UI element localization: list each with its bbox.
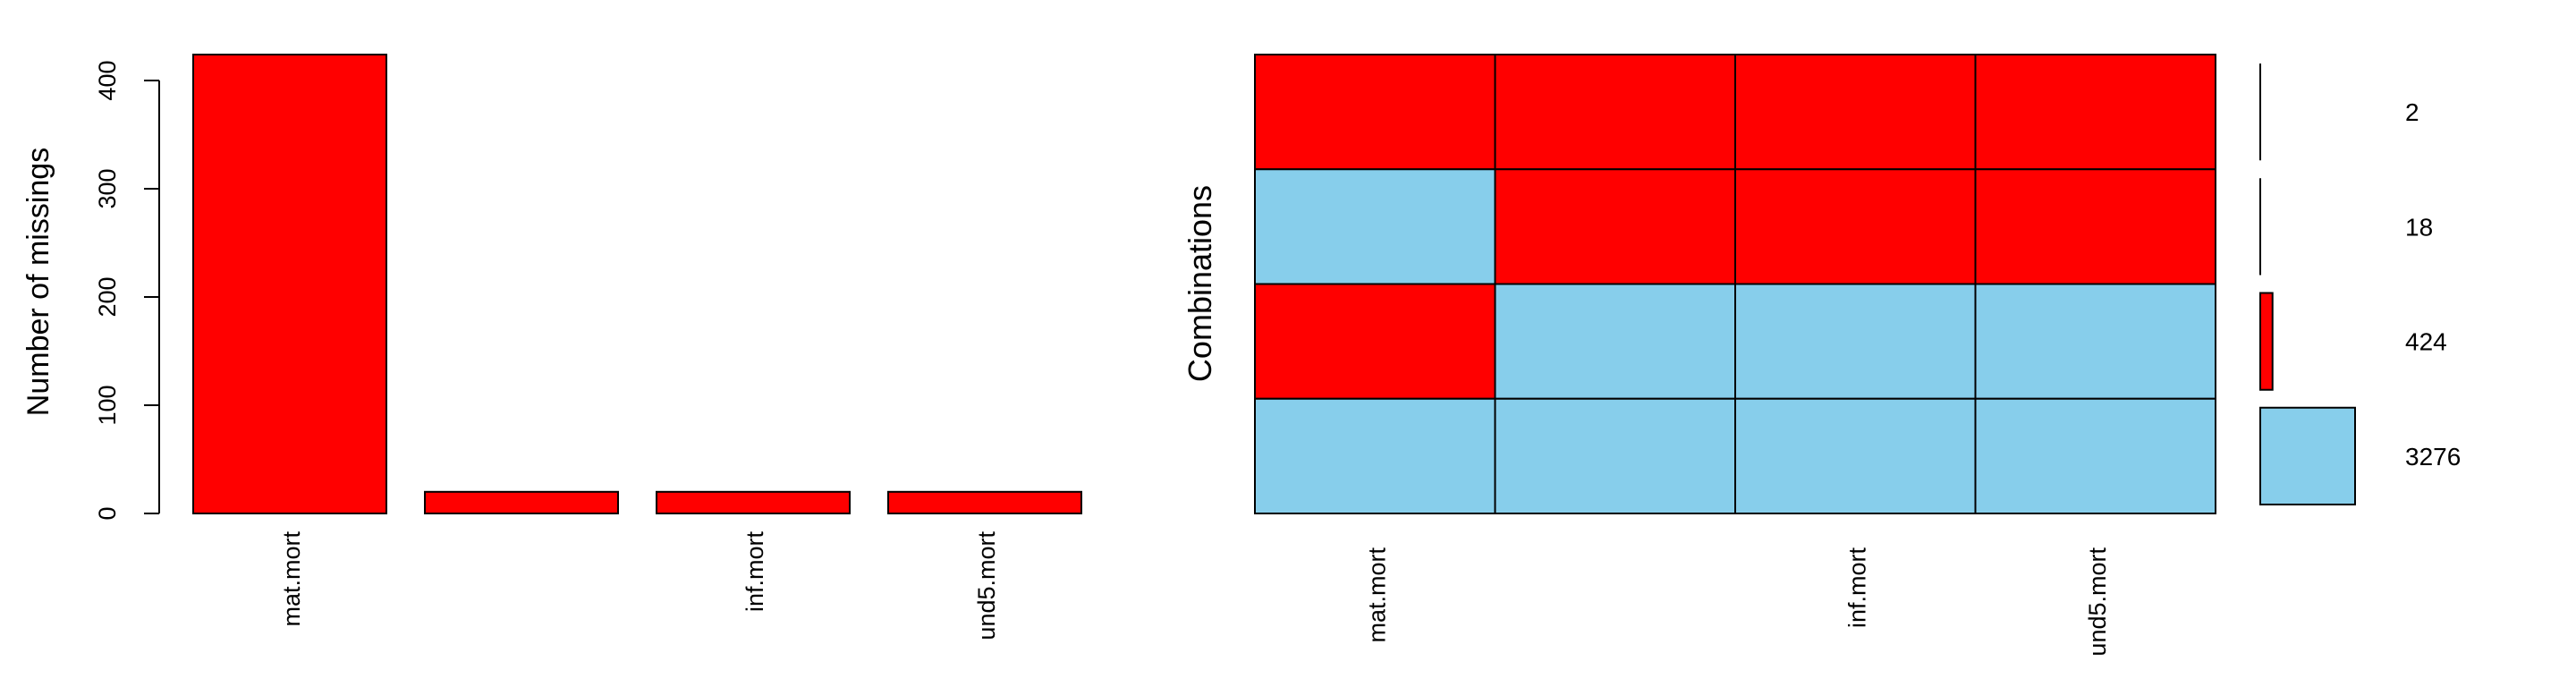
heatmap-cell-observed (1494, 397, 1736, 514)
y-tick-label: 300 (94, 168, 121, 208)
heatmap-x-tick-label: mat.mort (1363, 547, 1390, 643)
heatmap-cell-missing (1254, 283, 1496, 400)
heatmap-cell-missing (1974, 168, 2216, 285)
heatmap-x-tick-labels: mat.mort inf.mort und5.mort (1363, 547, 2111, 657)
bar-series (192, 54, 1082, 514)
heatmap-cell-observed (1734, 397, 1977, 514)
heatmap-cell-missing (1734, 168, 1977, 285)
heatmap-cell-missing (1974, 54, 2216, 171)
heatmap-cells (1254, 54, 2216, 514)
heatmap-cell-observed (1254, 168, 1496, 285)
combination-count-label: 18 (2405, 213, 2433, 241)
heatmap-x-tick-label: und5.mort (2084, 547, 2111, 657)
bar-col-2 (424, 490, 619, 514)
heatmap-cell-observed (1254, 397, 1496, 514)
heatmap-y-axis-label: Combinations (1182, 185, 1218, 382)
bar-x-tick-label: mat.mort (278, 531, 305, 627)
combination-count-label: 2 (2405, 98, 2419, 126)
heatmap-cell-missing (1494, 54, 1736, 171)
y-axis-ticks: 0 100 200 300 400 (94, 61, 159, 521)
y-tick-label: 0 (94, 506, 121, 520)
combination-count-bars (2259, 64, 2356, 505)
heatmap-cell-missing (1494, 168, 1736, 285)
bar-mat-mort (192, 54, 387, 514)
y-tick-label: 100 (94, 385, 121, 425)
bar-und5-mort (887, 490, 1082, 514)
heatmap-cell-missing (1734, 54, 1977, 171)
combinations-heatmap: mat.mort inf.mort und5.mort Combinations 2… (1182, 54, 2461, 657)
combination-count-labels: 2 18 424 3276 (2405, 98, 2461, 471)
y-tick-label: 400 (94, 61, 121, 101)
bar-x-tick-label: und5.mort (973, 531, 1000, 640)
heatmap-cell-observed (1494, 283, 1736, 400)
heatmap-x-tick-label: inf.mort (1843, 547, 1870, 629)
count-bar (2259, 292, 2274, 391)
combination-count-label: 3276 (2405, 443, 2461, 471)
bar-x-tick-label: inf.mort (741, 531, 768, 613)
heatmap-cell-observed (1974, 397, 2216, 514)
y-tick-label: 200 (94, 276, 121, 317)
bar-x-tick-labels: mat.mort inf.mort und5.mort (278, 531, 1000, 640)
combination-count-label: 424 (2405, 328, 2447, 356)
count-bar (2259, 406, 2356, 505)
bar-inf-mort (656, 490, 851, 514)
bar-y-axis-label: Number of missings (21, 148, 55, 416)
heatmap-cell-observed (1734, 283, 1977, 400)
heatmap-cell-missing (1254, 54, 1496, 171)
heatmap-cell-observed (1974, 283, 2216, 400)
